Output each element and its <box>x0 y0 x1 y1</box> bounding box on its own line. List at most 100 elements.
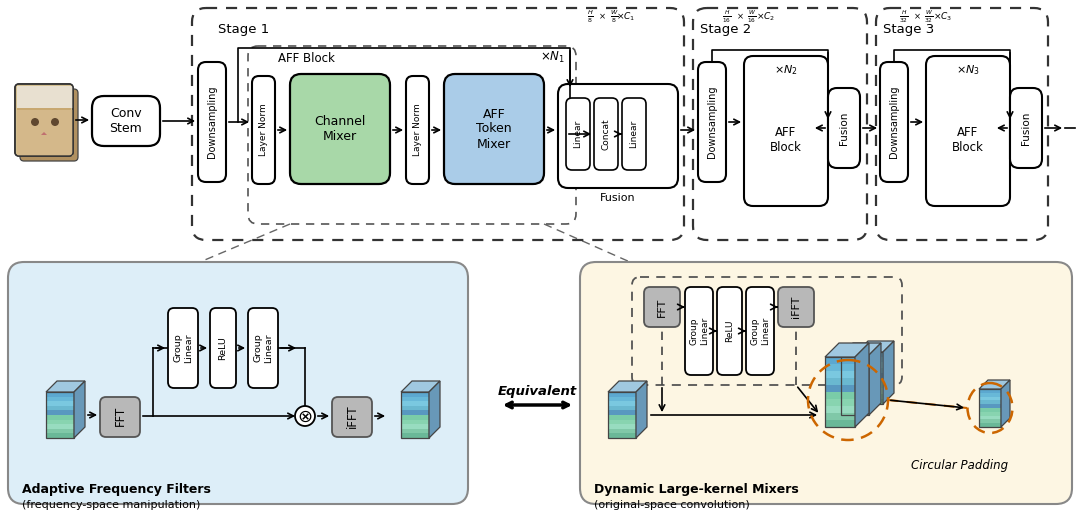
Text: Adaptive Frequency Filters: Adaptive Frequency Filters <box>22 483 211 497</box>
Bar <box>858 352 883 357</box>
FancyBboxPatch shape <box>880 62 908 182</box>
Bar <box>858 378 883 383</box>
Text: AFF
Token
Mixer: AFF Token Mixer <box>476 107 512 150</box>
Bar <box>825 378 855 385</box>
Text: $\frac{W}{32}$: $\frac{W}{32}$ <box>924 9 934 25</box>
Bar <box>841 403 869 409</box>
Text: Stage 1: Stage 1 <box>218 23 269 36</box>
Polygon shape <box>429 381 440 438</box>
Bar <box>978 412 1001 416</box>
Bar <box>46 410 75 415</box>
FancyBboxPatch shape <box>744 56 828 206</box>
FancyBboxPatch shape <box>444 74 544 184</box>
Text: AFF
Block: AFF Block <box>953 126 984 154</box>
Polygon shape <box>636 381 647 438</box>
Text: (frequency-space manipulation): (frequency-space manipulation) <box>22 500 201 510</box>
Polygon shape <box>869 343 881 415</box>
FancyBboxPatch shape <box>168 308 198 388</box>
Bar <box>401 420 429 424</box>
FancyBboxPatch shape <box>406 76 429 184</box>
Polygon shape <box>75 381 85 438</box>
Circle shape <box>31 118 39 126</box>
Text: Group
Linear: Group Linear <box>173 333 192 363</box>
Polygon shape <box>855 343 869 427</box>
Text: $\frac{H}{32}$: $\frac{H}{32}$ <box>900 9 908 25</box>
Text: $\times N_3$: $\times N_3$ <box>956 63 980 77</box>
Bar <box>608 406 636 410</box>
Bar <box>841 379 869 385</box>
Text: $\times$: $\times$ <box>737 12 744 22</box>
Text: iFFT: iFFT <box>346 404 359 428</box>
Text: Concat: Concat <box>602 118 610 150</box>
Text: ReLU: ReLU <box>726 320 734 342</box>
Bar <box>841 373 869 379</box>
Bar <box>825 406 855 413</box>
Bar <box>825 392 855 399</box>
Bar <box>825 371 855 378</box>
Circle shape <box>295 406 315 426</box>
Polygon shape <box>41 132 48 135</box>
Bar <box>46 424 75 429</box>
Bar <box>46 415 75 420</box>
Polygon shape <box>608 381 647 392</box>
Polygon shape <box>978 380 1010 389</box>
Bar <box>978 404 1001 408</box>
Text: $\otimes$: $\otimes$ <box>297 408 313 426</box>
Text: $\frac{W}{16}$: $\frac{W}{16}$ <box>747 9 757 25</box>
Bar <box>858 399 883 404</box>
Text: $\times N_2$: $\times N_2$ <box>774 63 798 77</box>
Bar <box>608 433 636 438</box>
Bar <box>608 415 636 420</box>
Bar <box>46 420 75 424</box>
Text: Fusion: Fusion <box>839 112 849 145</box>
Bar <box>825 420 855 427</box>
FancyBboxPatch shape <box>291 74 390 184</box>
Bar <box>401 397 429 401</box>
Bar <box>978 423 1001 427</box>
Text: Linear: Linear <box>630 120 638 148</box>
FancyBboxPatch shape <box>717 287 742 375</box>
Bar <box>401 424 429 429</box>
Text: Conv
Stem: Conv Stem <box>110 107 143 135</box>
Bar <box>858 388 883 393</box>
Text: $\times N_1$: $\times N_1$ <box>540 49 566 65</box>
Bar <box>841 397 869 403</box>
Text: Group
Linear: Group Linear <box>751 317 770 345</box>
FancyBboxPatch shape <box>252 76 275 184</box>
Text: FFT: FFT <box>113 406 126 426</box>
Text: Equivalent: Equivalent <box>498 386 577 399</box>
Bar <box>825 357 855 364</box>
Bar <box>825 364 855 371</box>
Bar <box>858 373 883 378</box>
Bar <box>46 433 75 438</box>
Text: Fusion: Fusion <box>600 193 636 203</box>
Text: $\times C_1$: $\times C_1$ <box>617 11 636 23</box>
FancyBboxPatch shape <box>332 397 372 437</box>
Bar <box>46 401 75 406</box>
Bar <box>858 393 883 399</box>
Bar <box>608 401 636 406</box>
Bar <box>401 429 429 433</box>
FancyBboxPatch shape <box>92 96 160 146</box>
Polygon shape <box>401 381 440 392</box>
Bar <box>858 383 883 388</box>
Bar <box>858 357 883 362</box>
FancyBboxPatch shape <box>698 62 726 182</box>
Text: $\frac{W}{8}$: $\frac{W}{8}$ <box>610 9 618 25</box>
Bar <box>608 420 636 424</box>
Text: Layer Norm: Layer Norm <box>259 104 269 156</box>
FancyBboxPatch shape <box>926 56 1010 206</box>
Text: Downsampling: Downsampling <box>207 86 217 158</box>
Text: Stage 3: Stage 3 <box>883 23 934 36</box>
Polygon shape <box>825 343 869 357</box>
FancyBboxPatch shape <box>8 262 468 504</box>
Bar <box>978 393 1001 397</box>
FancyBboxPatch shape <box>828 88 860 168</box>
Bar <box>17 86 71 154</box>
Text: Linear: Linear <box>573 120 582 148</box>
Bar <box>401 415 429 420</box>
Text: Channel
Mixer: Channel Mixer <box>314 115 366 143</box>
Text: Downsampling: Downsampling <box>707 86 717 158</box>
Bar <box>608 397 636 401</box>
FancyBboxPatch shape <box>746 287 774 375</box>
